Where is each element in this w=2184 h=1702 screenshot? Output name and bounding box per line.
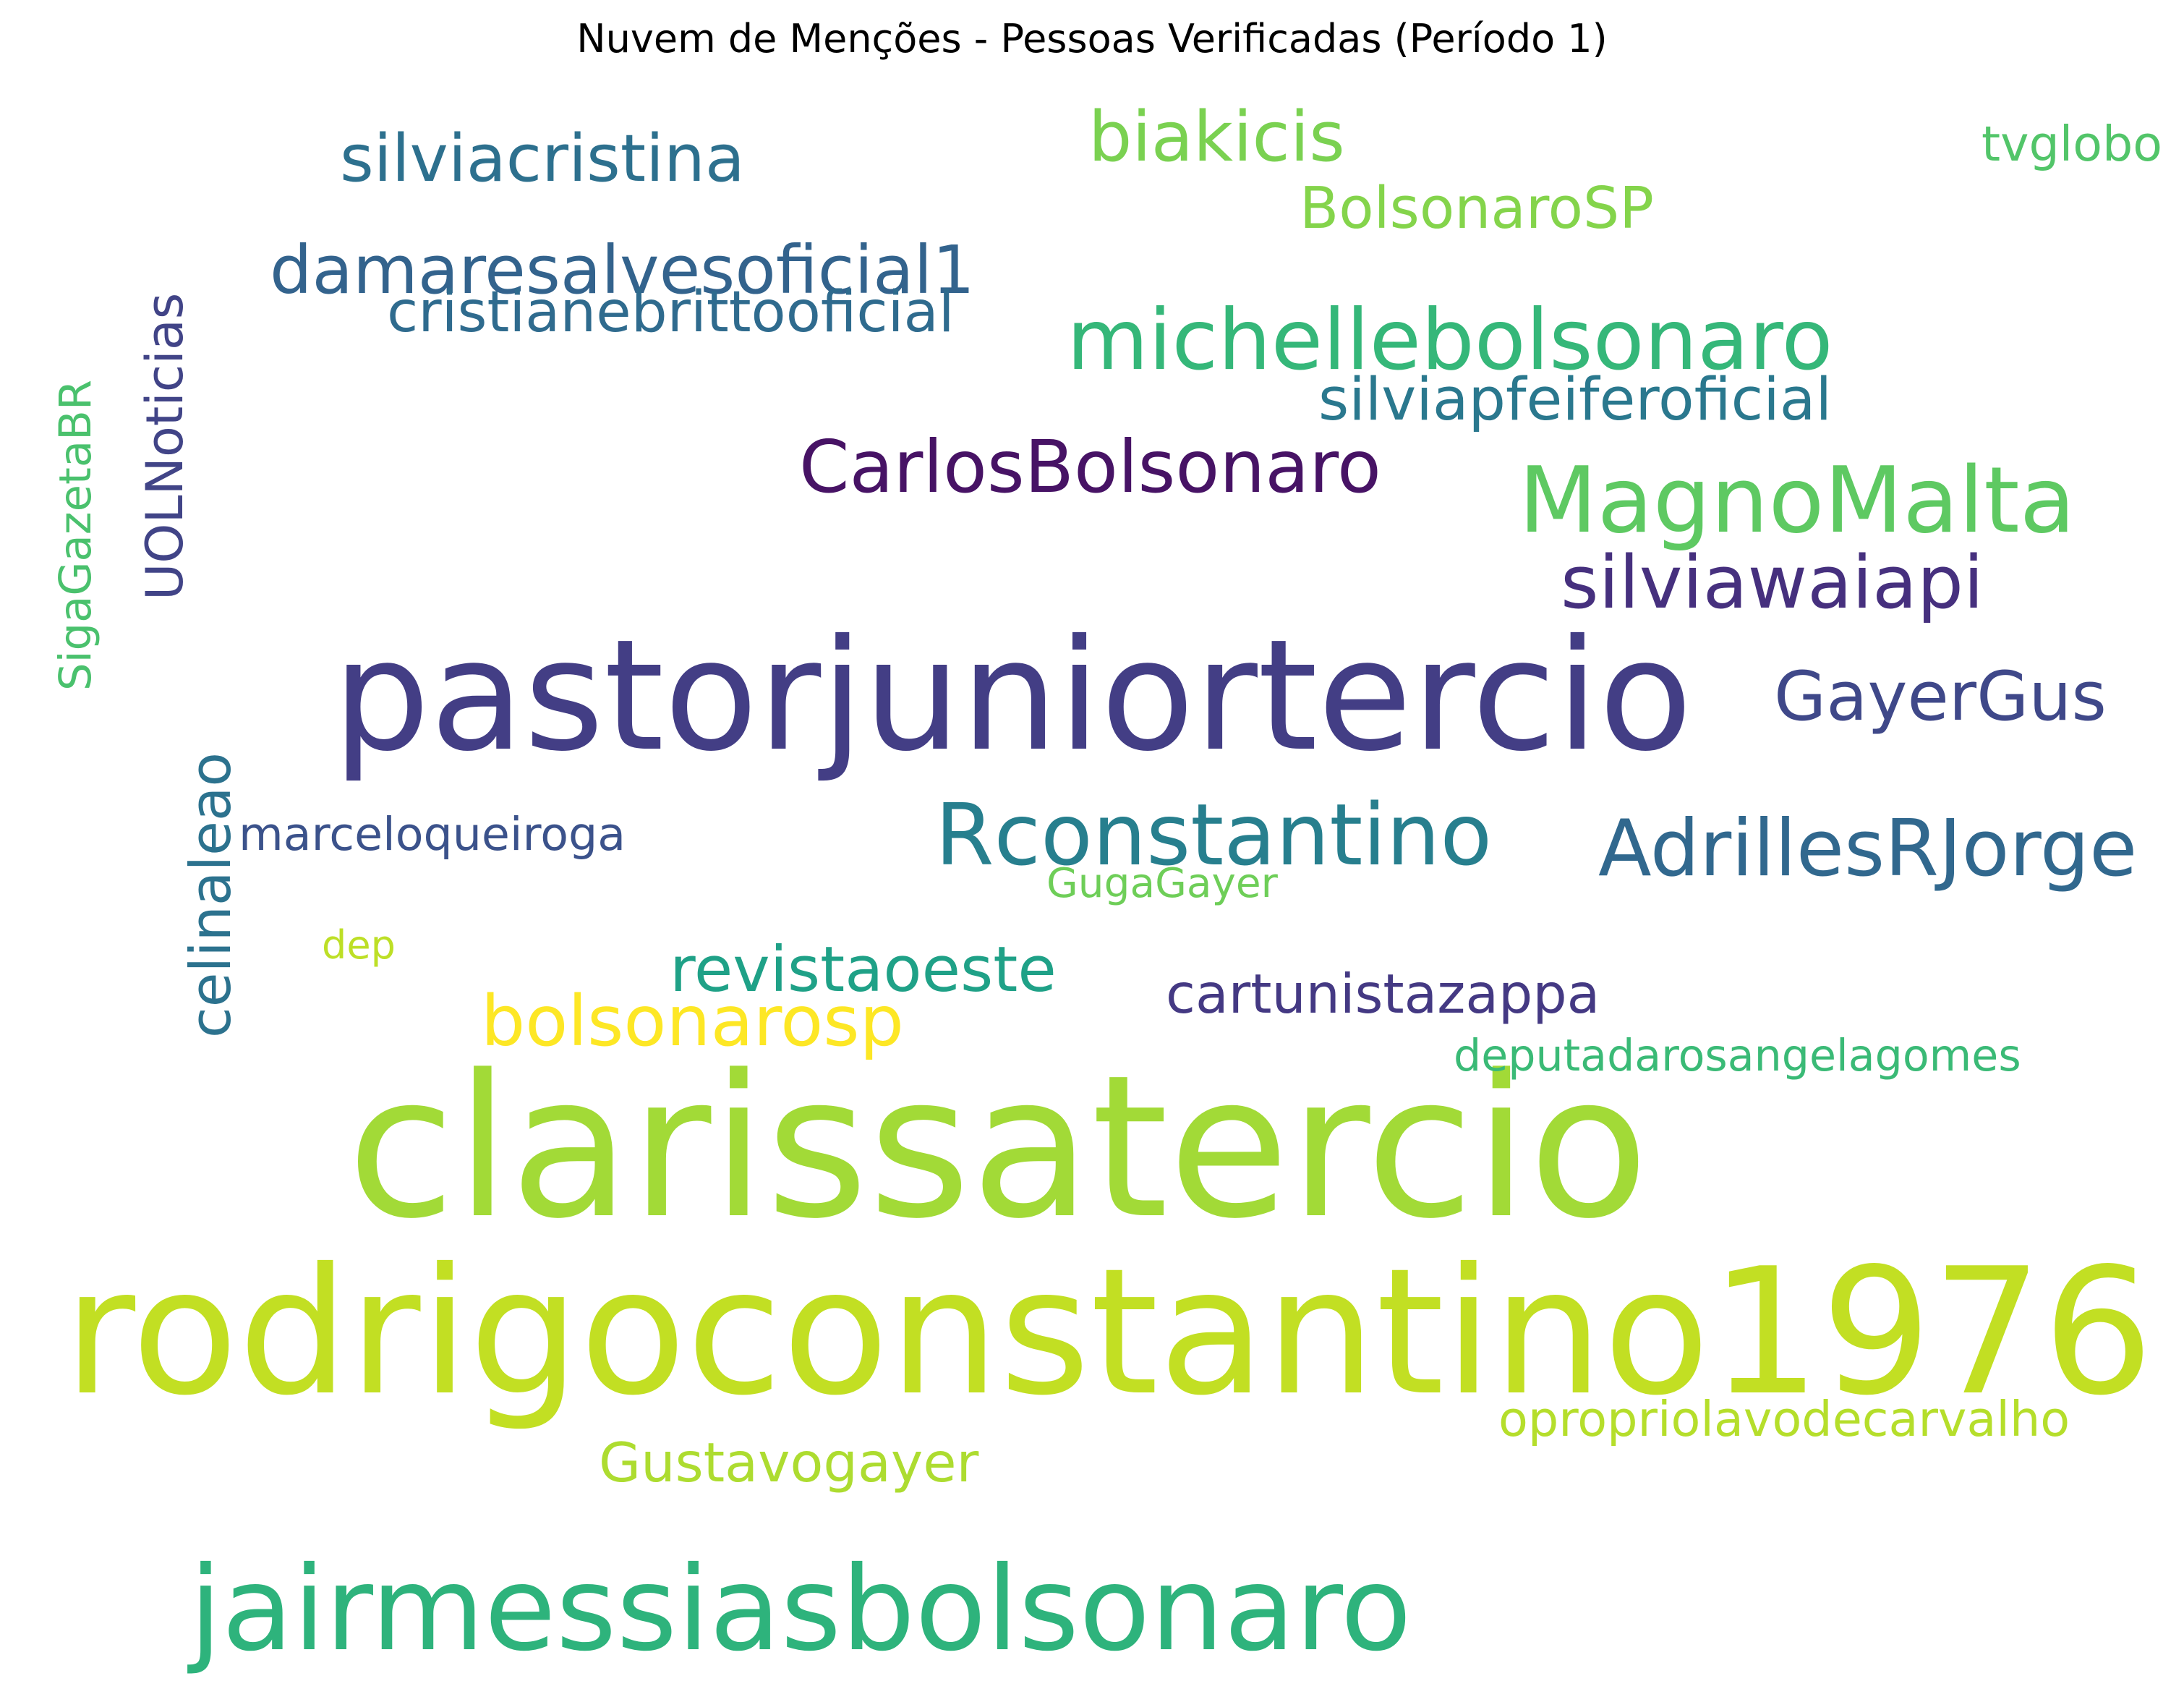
- word-damaresalvesoficial1: damaresalvesoficial1: [270, 231, 975, 309]
- word-gugagayer: GugaGayer: [1046, 860, 1279, 907]
- word-sigagazetabr: SigaGazetaBR: [51, 380, 101, 691]
- word-dep: dep: [322, 922, 396, 968]
- word-gayergus: GayerGus: [1774, 657, 2107, 736]
- word-clarissatercio: clarissatercio: [347, 1034, 1649, 1262]
- word-silviacristina: silviacristina: [340, 122, 745, 197]
- word-rconstantino: Rconstantino: [935, 786, 1492, 885]
- word-silviapfeiferoficial: silviapfeiferoficial: [1318, 366, 1832, 434]
- word-biakicis: biakicis: [1088, 98, 1345, 177]
- word-opropriolavodecarvalho: opropriolavodecarvalho: [1498, 1391, 2070, 1447]
- word-marceloqueiroga: marceloqueiroga: [239, 807, 626, 861]
- chart-title: Nuvem de Menções - Pessoas Verificadas (…: [576, 16, 1608, 61]
- word-michellebolsonaro: michellebolsonaro: [1067, 292, 1833, 389]
- word-revistaoeste: revistaoeste: [670, 933, 1057, 1006]
- word-gustavogayer: Gustavogayer: [599, 1431, 978, 1494]
- word-magnomalta: MagnoMalta: [1519, 447, 2076, 553]
- word-cartunistazappa: cartunistazappa: [1166, 963, 1600, 1026]
- word-jairmessiasbolsonaro: jairmessiasbolsonaro: [187, 1541, 1412, 1677]
- word-adrillesrjorge: AdrillesRJorge: [1598, 804, 2137, 894]
- word-bolsonarosp: bolsonarosp: [481, 980, 904, 1062]
- word-deputadarosangelagomes: deputadarosangelagomes: [1454, 1031, 2021, 1081]
- word-silviawaiapi: silviawaiapi: [1561, 540, 1984, 625]
- word-rodrigoconstantino1976: rodrigoconstantino1976: [64, 1230, 2154, 1434]
- word-pastorjuniortercio: pastorjuniortercio: [333, 607, 1692, 786]
- word-celinaleao: celinaleao: [179, 752, 244, 1038]
- word-carlosbolsonaro: CarlosBolsonaro: [799, 426, 1381, 509]
- word-tvglobo: tvglobo: [1982, 116, 2162, 172]
- word-bolsonarosp: BolsonaroSP: [1300, 175, 1654, 242]
- word-cristianebrittooficial: cristianebrittooficial: [387, 278, 955, 345]
- word-uolnoticias: UOLNoticias: [135, 293, 195, 600]
